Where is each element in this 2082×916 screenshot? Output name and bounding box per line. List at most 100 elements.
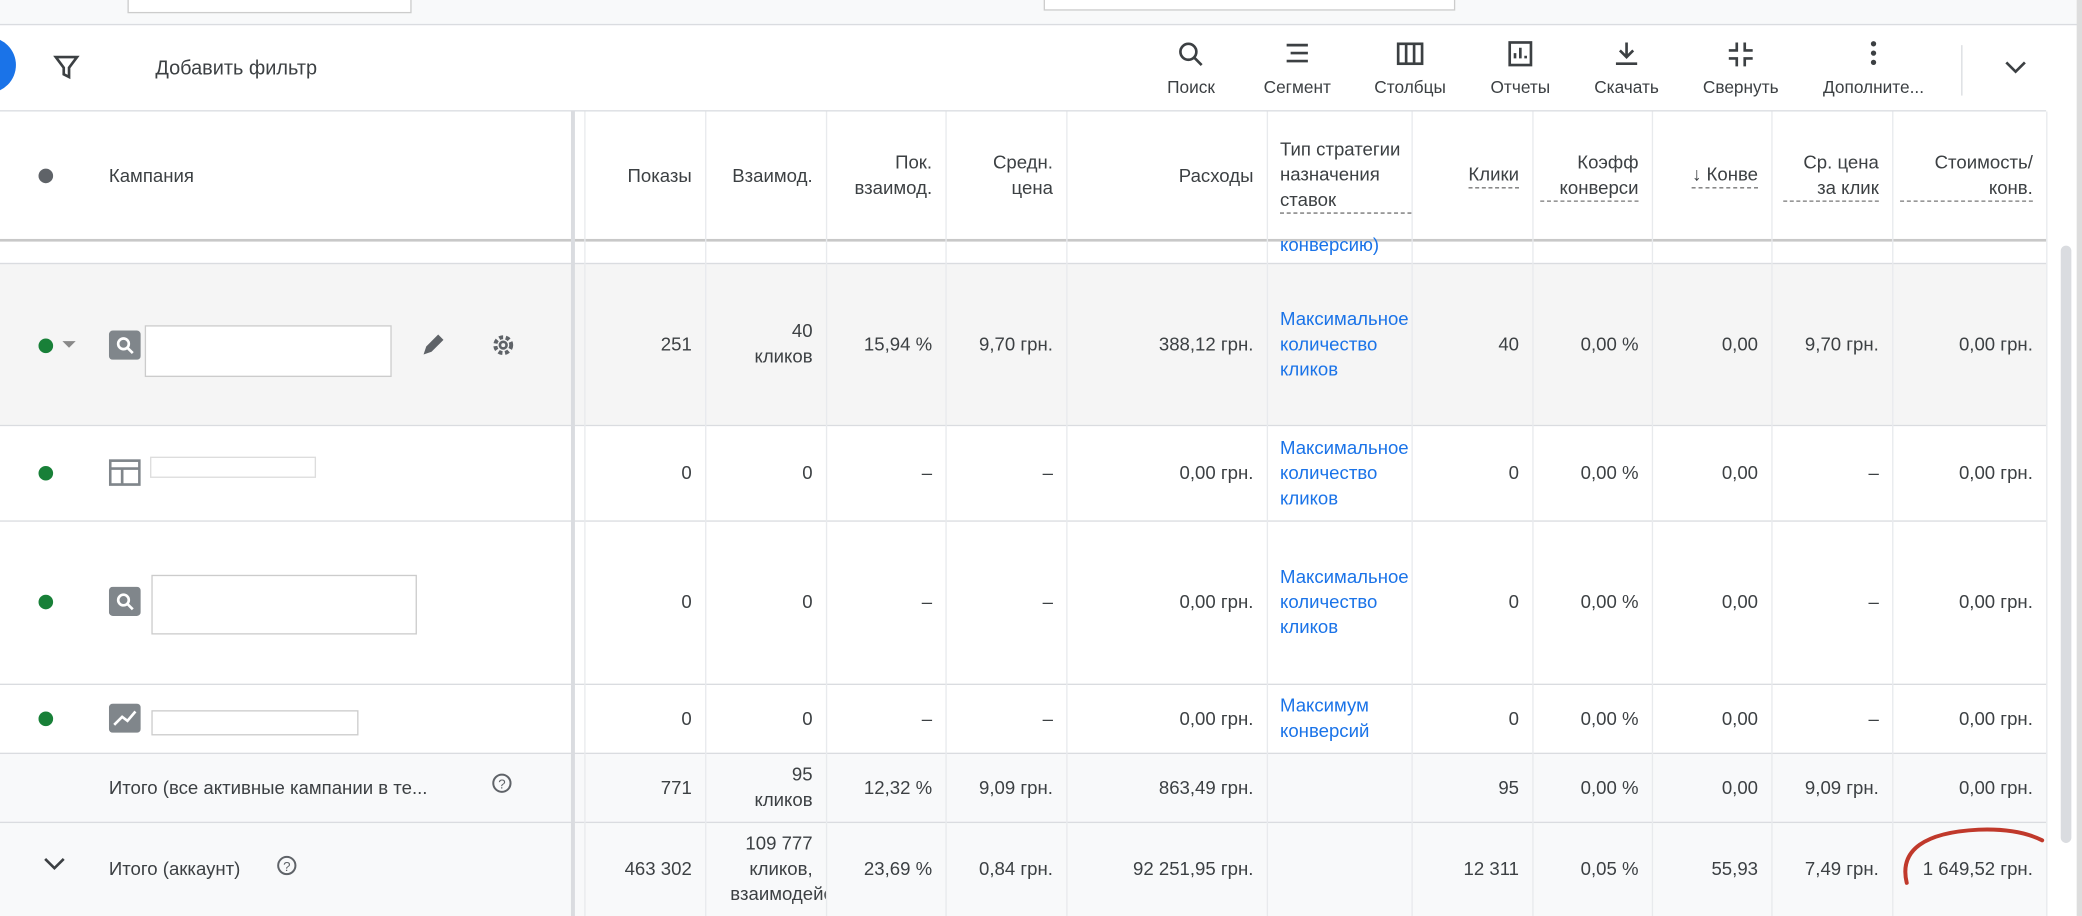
total-label: Итого (аккаунт) — [96, 822, 532, 916]
cell-interaction-rate: – — [826, 520, 946, 683]
cell-conv-rate-text: 0,05 % — [1580, 857, 1639, 879]
cell-avg-cpc-text: – — [1868, 590, 1879, 612]
redacted-name — [150, 456, 317, 478]
status-dot — [38, 465, 54, 481]
toolbar-button[interactable]: Сегмент — [1238, 40, 1358, 97]
column-header[interactable]: Средн. цена — [945, 112, 1066, 239]
column-header[interactable]: Показы — [584, 112, 705, 239]
column-border — [584, 111, 586, 916]
scrollbar[interactable] — [2060, 245, 2072, 843]
cell-impressions-text: 251 — [660, 332, 692, 354]
cell-conv-rate: 0,05 % — [1532, 822, 1652, 916]
column-header-text: Средн. цена — [992, 151, 1053, 198]
column-border — [1532, 111, 1534, 916]
row-border — [0, 424, 2047, 427]
column-header[interactable]: Коэфф конверси — [1532, 112, 1652, 239]
column-border — [1892, 111, 1894, 916]
cell-interaction-rate: – — [826, 684, 946, 753]
cell-cost-text: 388,12 грн. — [1158, 332, 1254, 354]
cell-cost-per-conv: 0,00 грн. — [1892, 684, 2046, 753]
cell-interactions-text: 0 — [802, 706, 813, 729]
settings-icon[interactable] — [490, 332, 517, 359]
cell-cost: 92 251,95 грн. — [1066, 822, 1266, 916]
cell-impressions-text: 463 302 — [624, 857, 692, 879]
header-border — [0, 238, 2047, 242]
add-button[interactable] — [0, 37, 16, 93]
toolbar-button[interactable]: Свернуть — [1681, 40, 1801, 97]
help-icon[interactable]: ? — [491, 773, 512, 794]
column-header-text: Тип стратегии назначения ставок — [1279, 137, 1412, 214]
cell-avg-cost: 9,70 грн. — [945, 263, 1066, 425]
column-header-text: Кампания — [108, 163, 194, 186]
cell-cost-per-conv: 0,00 грн. — [1892, 753, 2046, 822]
cell-impressions: 463 302 — [584, 822, 705, 916]
status-dropdown[interactable] — [61, 340, 77, 351]
edit-icon[interactable] — [420, 332, 447, 359]
column-header[interactable]: Пок. взаимод. — [826, 112, 946, 239]
cell-clicks-text: 95 — [1498, 775, 1520, 798]
cell-clicks-text: 0 — [1508, 461, 1520, 483]
cell-strategy-text: Максимальное количество кликов — [1279, 565, 1409, 638]
cell-strategy-text: Максимальное количество кликов — [1279, 307, 1409, 380]
expand-account[interactable] — [42, 856, 66, 872]
cell-interactions: 109 777 кликов, взаимодейст. — [705, 822, 826, 916]
toolbar-button[interactable]: Поиск — [1131, 40, 1251, 97]
annotation-stroke — [1903, 827, 2045, 885]
toolbar-label: Поиск — [1167, 76, 1215, 97]
cell-cost-per-conv-text: 0,00 грн. — [1958, 590, 2033, 612]
cell-interaction-rate-text: – — [921, 461, 933, 483]
cell-conversions: 0,00 — [1652, 520, 1772, 683]
cell-cost-text: 863,49 грн. — [1158, 775, 1254, 798]
redacted-name — [151, 574, 417, 635]
row-border — [0, 520, 2047, 522]
row-border — [0, 683, 2047, 685]
column-header[interactable]: Стоимость/ конв. — [1892, 112, 2046, 239]
cell-interactions: 95 кликов — [705, 753, 826, 822]
filter-icon[interactable] — [53, 54, 80, 81]
input[interactable] — [1043, 0, 1456, 11]
toolbar-button[interactable]: Отчеты — [1461, 40, 1581, 97]
column-header[interactable]: Тип стратегии назначения ставок — [1267, 112, 1412, 239]
column-header[interactable]: Расходы — [1066, 112, 1266, 239]
cell-interaction-rate-text: 12,32 % — [863, 775, 933, 798]
column-border — [825, 111, 828, 916]
cell-impressions-text: 0 — [681, 590, 692, 612]
status-dot — [38, 338, 54, 354]
cell-conv-rate: 0,00 % — [1532, 753, 1652, 822]
cell-impressions: 0 — [584, 684, 705, 753]
status-header-dot — [38, 168, 54, 184]
column-header[interactable]: Взаимод. — [705, 112, 826, 239]
toolbar-label: Отчеты — [1490, 76, 1551, 97]
svg-text:?: ? — [498, 777, 505, 792]
cell-avg-cost: – — [945, 684, 1066, 753]
column-border — [945, 111, 947, 916]
toolbar-button[interactable]: Дополните... — [1814, 40, 1934, 97]
column-header[interactable]: ↓ Конве — [1652, 112, 1772, 239]
column-header[interactable]: Ср. цена за клик — [1771, 112, 1892, 239]
cell-cost-per-conv-text: 0,00 грн. — [1958, 775, 2033, 798]
cell-clicks: 0 — [1411, 425, 1532, 521]
expand-icon[interactable] — [2002, 58, 2029, 77]
total-label-text: Итого (все активные кампании в те... — [108, 775, 428, 798]
column-header-text: ↓ Конве — [1692, 162, 1759, 189]
row-border — [0, 752, 2047, 755]
cell-clicks: 12 311 — [1411, 822, 1532, 916]
row-border — [0, 110, 2047, 112]
svg-text:?: ? — [283, 859, 290, 874]
strategy-partial: конверсию) — [1267, 226, 1412, 263]
cell-conversions: 0,00 — [1652, 263, 1772, 425]
column-border — [1411, 111, 1413, 916]
column-header[interactable]: Клики — [1411, 112, 1532, 239]
toolbar-button[interactable]: Скачать — [1567, 40, 1687, 97]
cell-conv-rate-text: 0,00 % — [1580, 775, 1639, 798]
help-icon[interactable]: ? — [276, 855, 297, 876]
search-campaign-icon — [108, 330, 141, 360]
cell-conversions-text: 0,00 — [1721, 775, 1759, 798]
column-border — [705, 111, 707, 916]
cell-cost-text: 0,00 грн. — [1179, 461, 1254, 483]
add-filter[interactable]: Добавить фильтр — [155, 57, 318, 80]
input[interactable] — [127, 0, 412, 14]
toolbar-button[interactable]: Столбцы — [1350, 40, 1470, 97]
cell-interaction-rate-text: – — [921, 706, 933, 729]
cell-avg-cost-text: 9,09 грн. — [979, 775, 1053, 798]
